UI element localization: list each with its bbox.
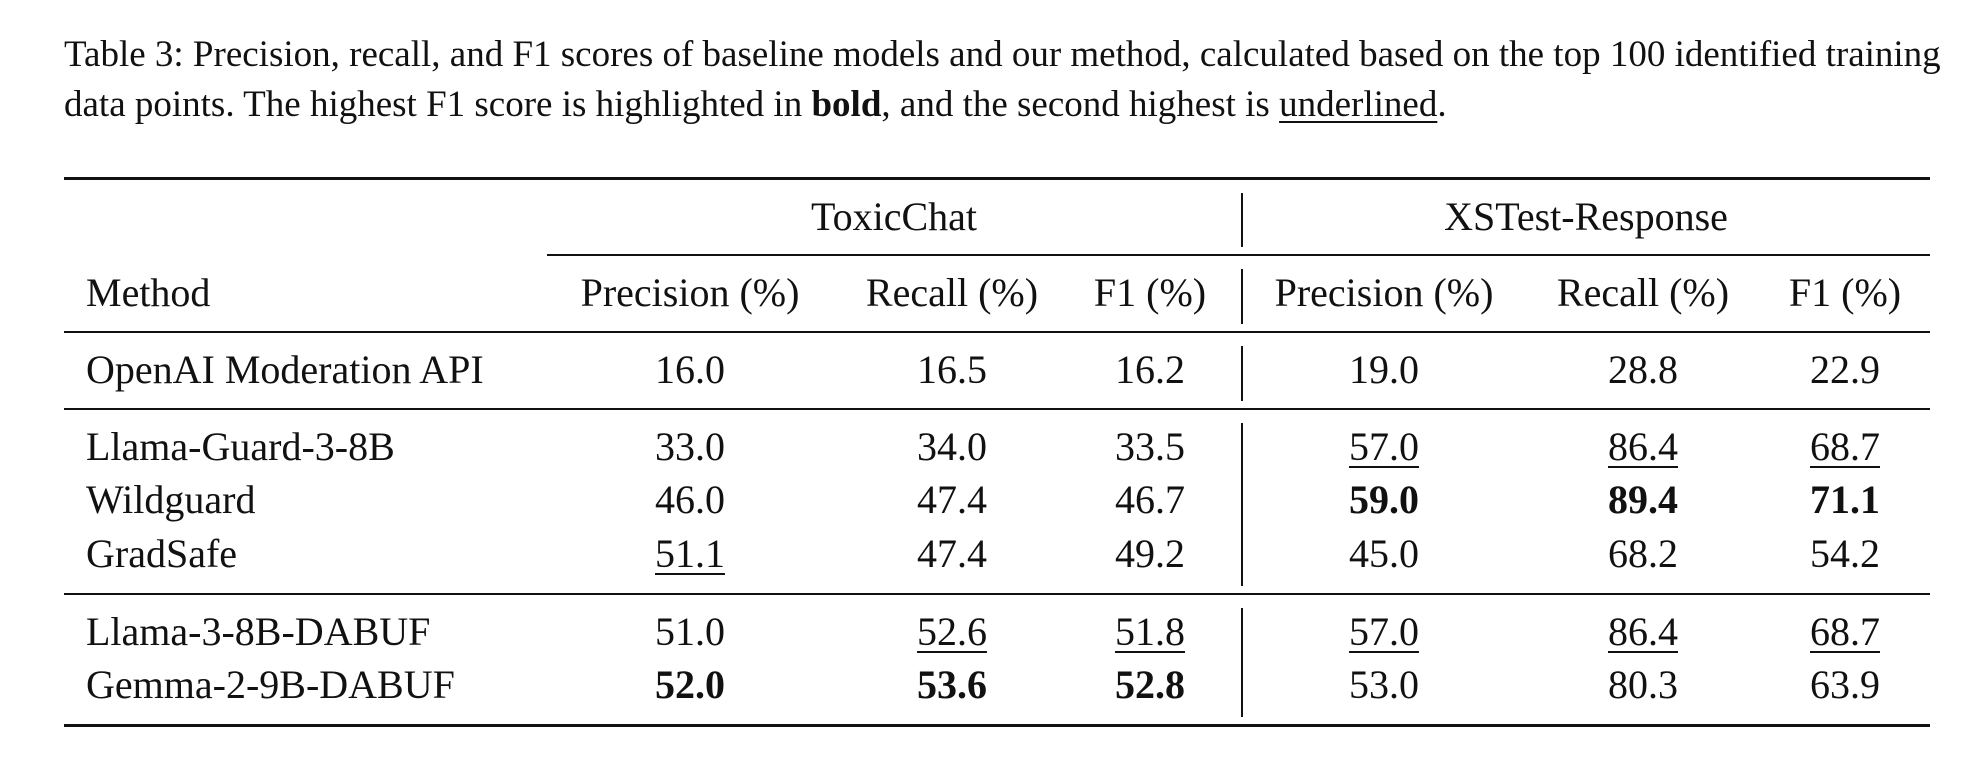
row-method: Llama-3-8B-DABUF [86,609,431,654]
cell-value: 49.2 [1115,531,1185,576]
cell-value: 33.0 [655,424,725,469]
vline-section-2 [1241,423,1243,586]
cell-value: 80.3 [1608,662,1678,707]
method-header: Method [86,270,211,315]
cell-value: 33.5 [1115,424,1185,469]
section-rule-1 [64,408,1930,410]
caption-suffix: . [1437,84,1447,125]
cell-value: 63.9 [1810,662,1880,707]
vline-subheader [1241,269,1243,324]
cell-value: 54.2 [1810,531,1880,576]
cell-value: 22.9 [1810,347,1880,392]
cell-value: 68.2 [1608,531,1678,576]
subheader-tc-precision: Precision (%) [580,270,800,315]
cell-value: 52.0 [655,662,725,707]
row-method: Gemma-2-9B-DABUF [86,662,455,707]
cell-value: 68.7 [1810,609,1880,654]
cell-value: 16.0 [655,347,725,392]
cell-value: 16.2 [1115,347,1185,392]
row-method: OpenAI Moderation API [86,347,484,392]
group-header-toxicchat: ToxicChat [810,194,978,239]
group-rule [547,254,1930,256]
cell-value: 19.0 [1349,347,1419,392]
cell-value: 53.6 [917,662,987,707]
caption-middle: , and the second highest is [881,84,1280,125]
row-method: Wildguard [86,477,256,522]
caption-prefix: Table 3: Precision, recall, and F1 score… [64,34,1941,125]
cell-value: 47.4 [917,531,987,576]
cell-value: 71.1 [1810,477,1880,522]
cell-value: 86.4 [1608,424,1678,469]
bottom-rule [64,724,1930,727]
cell-value: 53.0 [1349,662,1419,707]
cell-value: 16.5 [917,347,987,392]
cell-value: 57.0 [1349,609,1419,654]
top-rule [64,177,1930,180]
cell-value: 68.7 [1810,424,1880,469]
cell-value: 34.0 [917,424,987,469]
cell-value: 46.0 [655,477,725,522]
cell-value: 51.0 [655,609,725,654]
subheader-tc-recall: Recall (%) [865,270,1039,315]
header-rule [64,331,1930,333]
subheader-xs-f1: F1 (%) [1788,270,1902,315]
subheader-tc-f1: F1 (%) [1093,270,1207,315]
section-rule-2 [64,593,1930,595]
cell-value: 89.4 [1608,477,1678,522]
cell-value: 51.8 [1115,609,1185,654]
caption-underlined-word: underlined [1279,84,1438,125]
vline-section-3 [1241,608,1243,717]
table-caption: Table 3: Precision, recall, and F1 score… [64,30,1944,130]
cell-value: 28.8 [1608,347,1678,392]
cell-value: 86.4 [1608,609,1678,654]
cell-value: 47.4 [917,477,987,522]
cell-value: 45.0 [1349,531,1419,576]
cell-value: 57.0 [1349,424,1419,469]
cell-value: 52.6 [917,609,987,654]
caption-bold-word: bold [811,84,882,125]
cell-value: 51.1 [655,531,725,576]
vline-group [1241,193,1243,247]
row-method: Llama-Guard-3-8B [86,424,395,469]
vline-section-1 [1241,346,1243,401]
cell-value: 52.8 [1115,662,1185,707]
cell-value: 59.0 [1349,477,1419,522]
row-method: GradSafe [86,531,238,576]
subheader-xs-recall: Recall (%) [1556,270,1730,315]
cell-value: 46.7 [1115,477,1185,522]
group-header-xstest: XSTest-Response [1444,194,1728,239]
subheader-xs-precision: Precision (%) [1274,270,1494,315]
